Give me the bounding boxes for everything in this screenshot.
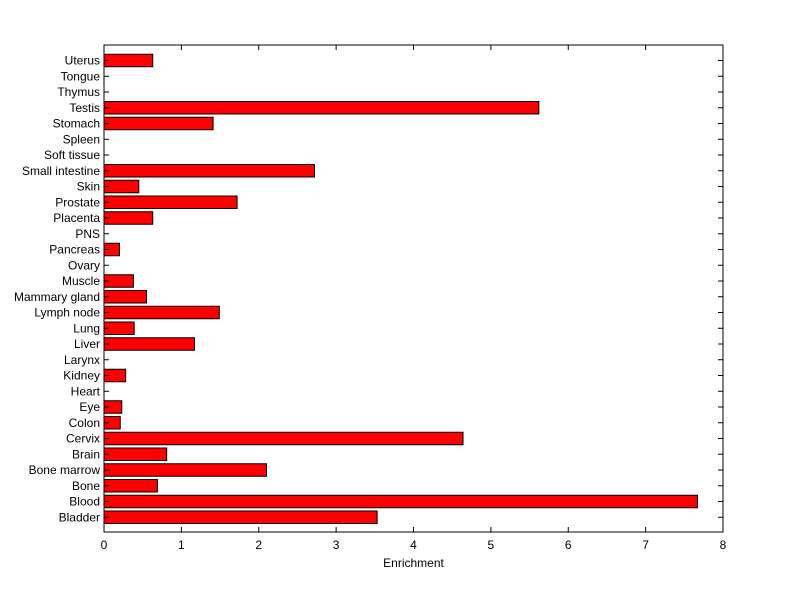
- y-tick-label-spleen: Spleen: [63, 132, 100, 146]
- bar-liver: [103, 337, 196, 351]
- bar-blood: [103, 494, 698, 509]
- x-axis-ticks: 0 1 2 3 4 5 6 7 8: [101, 45, 727, 552]
- y-tick-label-lung: Lung: [73, 321, 100, 335]
- bar-brain: [103, 447, 168, 461]
- y-tick-label-tongue: Tongue: [61, 69, 101, 83]
- x-axis-title: Enrichment: [383, 556, 444, 570]
- y-tick-label-bone-marrow: Bone marrow: [29, 463, 101, 477]
- bar-mammary-gland: [103, 290, 148, 304]
- x-tick-label-7: 7: [642, 538, 649, 552]
- y-tick-label-larynx: Larynx: [64, 353, 100, 367]
- bar-prostate: [103, 195, 238, 209]
- y-tick-label-skin: Skin: [77, 180, 100, 194]
- bar-placenta: [103, 211, 154, 225]
- y-tick-label-uterus: Uterus: [65, 54, 100, 68]
- bar-skin: [103, 179, 140, 194]
- x-tick-label-8: 8: [720, 538, 727, 552]
- y-tick-label-muscle: Muscle: [62, 274, 100, 288]
- y-tick-label-eye: Eye: [79, 400, 100, 414]
- bar-lymph-node: [103, 305, 220, 320]
- y-tick-label-ovary: Ovary: [68, 258, 100, 272]
- x-tick-label-6: 6: [565, 538, 572, 552]
- bar-small-intestine: [103, 164, 315, 178]
- y-tick-label-stomach: Stomach: [53, 117, 100, 131]
- y-tick-label-cervix: Cervix: [66, 432, 100, 446]
- y-tick-label-liver: Liver: [74, 337, 100, 351]
- y-tick-label-bladder: Bladder: [59, 510, 100, 524]
- x-tick-label-1: 1: [178, 538, 185, 552]
- bar-bone-marrow: [103, 463, 267, 477]
- bar-cervix: [103, 431, 464, 446]
- y-tick-label-soft-tissue: Soft tissue: [44, 148, 100, 162]
- y-tick-label-testis: Testis: [69, 101, 100, 115]
- y-tick-label-pancreas: Pancreas: [49, 243, 100, 257]
- x-tick-label-5: 5: [488, 538, 495, 552]
- y-tick-label-colon: Colon: [69, 416, 100, 430]
- bar-bone: [103, 479, 158, 493]
- y-tick-label-small-intestine: Small intestine: [22, 164, 100, 178]
- bar-uterus: [103, 53, 154, 68]
- y-tick-label-prostate: Prostate: [55, 195, 100, 209]
- y-tick-label-blood: Blood: [69, 495, 100, 509]
- y-tick-label-heart: Heart: [71, 384, 101, 398]
- y-tick-label-mammary-gland: Mammary gland: [14, 290, 100, 304]
- y-tick-label-thymus: Thymus: [57, 85, 100, 99]
- x-tick-label-0: 0: [101, 538, 108, 552]
- y-tick-label-bone: Bone: [72, 479, 100, 493]
- x-tick-label-3: 3: [333, 538, 340, 552]
- y-tick-label-lymph-node: Lymph node: [34, 306, 100, 320]
- bar-testis: [103, 101, 540, 115]
- x-tick-label-4: 4: [410, 538, 417, 552]
- bar-stomach: [103, 116, 214, 131]
- y-tick-label-brain: Brain: [72, 447, 100, 461]
- plot-frame: [103, 44, 724, 533]
- y-tick-label-placenta: Placenta: [53, 211, 100, 225]
- y-tick-label-kidney: Kidney: [63, 369, 100, 383]
- x-tick-label-2: 2: [255, 538, 262, 552]
- bar-bladder: [103, 510, 378, 524]
- y-tick-label-pns: PNS: [75, 227, 100, 241]
